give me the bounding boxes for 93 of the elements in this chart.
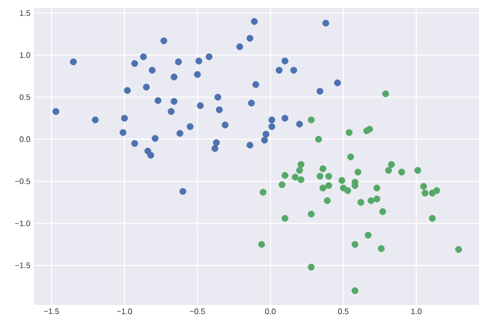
point xyxy=(278,181,286,188)
point xyxy=(92,116,99,124)
point xyxy=(195,58,202,64)
point xyxy=(316,88,324,95)
point xyxy=(124,87,131,94)
point xyxy=(52,108,60,115)
point xyxy=(344,187,352,194)
point xyxy=(420,182,427,190)
point xyxy=(186,123,194,130)
point xyxy=(175,58,182,66)
point xyxy=(316,172,324,180)
point xyxy=(352,241,358,248)
point xyxy=(347,154,354,160)
point xyxy=(176,130,184,137)
point xyxy=(154,97,162,104)
point xyxy=(282,58,288,64)
point xyxy=(246,34,254,42)
point xyxy=(268,123,276,130)
point xyxy=(296,166,303,174)
point xyxy=(282,214,288,222)
point xyxy=(398,168,406,176)
point xyxy=(324,197,331,204)
point xyxy=(206,53,212,60)
point xyxy=(262,130,270,138)
point xyxy=(214,94,222,101)
point xyxy=(276,66,283,74)
point xyxy=(140,53,147,60)
point xyxy=(414,166,422,174)
point xyxy=(364,232,372,239)
point xyxy=(282,172,288,179)
point xyxy=(379,208,386,216)
point xyxy=(261,136,268,144)
point xyxy=(319,165,326,172)
point xyxy=(298,161,304,168)
point xyxy=(282,114,288,122)
point xyxy=(160,37,168,44)
point xyxy=(131,140,138,147)
point xyxy=(308,210,315,218)
point xyxy=(250,18,258,25)
point xyxy=(196,102,204,109)
point xyxy=(248,100,255,106)
point xyxy=(366,126,373,133)
point xyxy=(170,74,178,80)
point xyxy=(252,81,260,88)
point xyxy=(373,184,380,192)
point xyxy=(382,90,390,98)
point xyxy=(121,114,128,122)
point xyxy=(388,161,395,168)
point xyxy=(298,176,304,184)
point xyxy=(315,136,322,143)
point xyxy=(422,190,428,196)
point xyxy=(296,120,303,128)
point xyxy=(325,172,332,180)
point xyxy=(222,122,229,128)
point xyxy=(346,129,353,136)
point xyxy=(246,142,254,149)
point xyxy=(378,245,385,252)
point xyxy=(357,198,364,206)
point xyxy=(319,184,326,192)
point xyxy=(325,182,332,189)
point xyxy=(334,79,341,86)
point xyxy=(148,66,156,74)
point xyxy=(352,287,358,294)
point xyxy=(260,188,266,196)
point xyxy=(308,116,315,124)
point xyxy=(212,139,220,146)
point xyxy=(70,58,77,66)
point xyxy=(131,60,138,67)
point xyxy=(142,84,150,90)
point xyxy=(322,20,330,27)
point xyxy=(194,71,201,78)
point xyxy=(212,145,218,152)
point xyxy=(338,177,346,184)
point xyxy=(258,241,266,248)
point xyxy=(168,108,175,115)
point xyxy=(292,174,299,181)
point xyxy=(385,166,392,174)
point xyxy=(268,116,276,124)
point xyxy=(308,264,315,271)
point xyxy=(147,152,154,159)
point xyxy=(216,106,223,114)
point xyxy=(170,98,178,105)
point xyxy=(152,135,158,142)
point xyxy=(120,129,126,136)
point xyxy=(368,197,374,204)
point xyxy=(236,43,244,50)
point xyxy=(290,66,298,74)
point xyxy=(354,168,362,176)
point xyxy=(428,214,436,222)
point xyxy=(433,187,440,194)
point xyxy=(455,246,462,253)
point xyxy=(179,188,186,195)
point xyxy=(373,196,380,202)
